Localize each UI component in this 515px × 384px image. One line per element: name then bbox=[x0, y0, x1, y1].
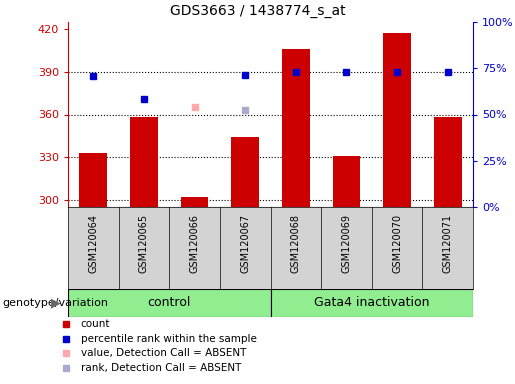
Text: GSM120066: GSM120066 bbox=[190, 214, 200, 273]
Text: Gata4 inactivation: Gata4 inactivation bbox=[314, 296, 430, 310]
Text: ▶: ▶ bbox=[50, 296, 60, 310]
Bar bbox=[333, 156, 360, 207]
Text: GSM120069: GSM120069 bbox=[341, 214, 351, 273]
Bar bbox=[79, 153, 107, 207]
Text: GSM120065: GSM120065 bbox=[139, 214, 149, 273]
Text: control: control bbox=[148, 296, 191, 310]
Text: GSM120064: GSM120064 bbox=[88, 214, 98, 273]
Text: count: count bbox=[80, 319, 110, 329]
Bar bbox=[231, 137, 259, 207]
Text: GSM120070: GSM120070 bbox=[392, 214, 402, 273]
Text: GDS3663 / 1438774_s_at: GDS3663 / 1438774_s_at bbox=[169, 4, 346, 18]
Text: GSM120068: GSM120068 bbox=[291, 214, 301, 273]
Text: percentile rank within the sample: percentile rank within the sample bbox=[80, 334, 256, 344]
Bar bbox=[282, 49, 310, 207]
Text: GSM120071: GSM120071 bbox=[443, 214, 453, 273]
Text: genotype/variation: genotype/variation bbox=[3, 298, 109, 308]
Bar bbox=[383, 33, 411, 207]
Text: GSM120067: GSM120067 bbox=[240, 214, 250, 273]
Text: rank, Detection Call = ABSENT: rank, Detection Call = ABSENT bbox=[80, 363, 241, 373]
Bar bbox=[434, 118, 461, 207]
Text: value, Detection Call = ABSENT: value, Detection Call = ABSENT bbox=[80, 348, 246, 358]
FancyBboxPatch shape bbox=[68, 289, 270, 317]
Bar bbox=[181, 197, 209, 207]
Bar bbox=[130, 118, 158, 207]
FancyBboxPatch shape bbox=[270, 289, 473, 317]
